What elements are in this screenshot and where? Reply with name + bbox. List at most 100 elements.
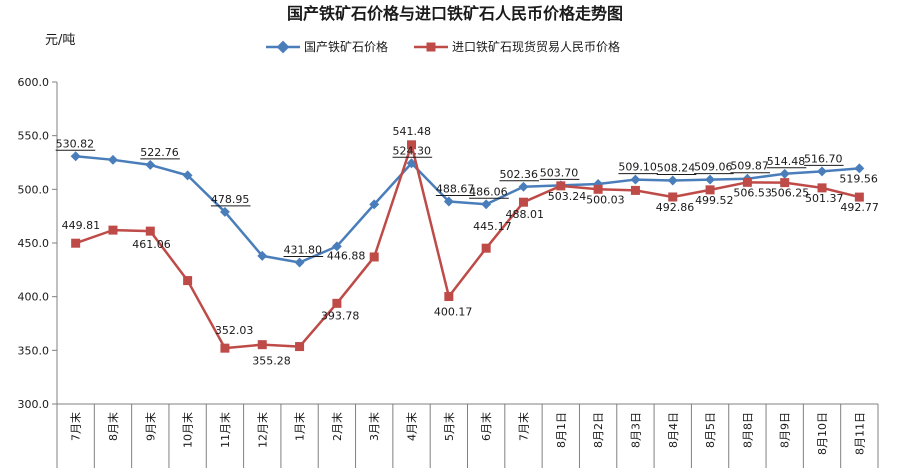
data-point-import <box>630 185 640 195</box>
data-label-domestic: 508.24 <box>657 161 696 174</box>
data-point-domestic <box>705 174 716 185</box>
data-point-domestic <box>331 241 342 252</box>
data-point-import <box>518 197 528 207</box>
x-tick-label: 8月10日 <box>816 412 829 455</box>
data-point-domestic <box>481 199 492 210</box>
data-label-domestic: 524.30 <box>393 144 432 157</box>
x-tick-label: 3月末 <box>367 412 381 441</box>
data-point-import <box>220 343 230 353</box>
data-point-import <box>332 298 342 308</box>
data-point-domestic <box>443 196 454 207</box>
x-tick-label: 8月末 <box>106 412 120 441</box>
data-label-domestic: 516.70 <box>804 152 843 165</box>
series-layer <box>70 140 865 353</box>
data-label-import: 400.17 <box>434 305 473 318</box>
y-tick-label: 450.0 <box>18 237 50 250</box>
data-label-import: 506.25 <box>771 187 810 200</box>
data-label-domestic: 514.48 <box>767 155 806 168</box>
y-tick-label: 350.0 <box>18 344 50 357</box>
y-tick-label: 500.0 <box>18 183 50 196</box>
data-label-import: 352.03 <box>215 324 254 337</box>
data-label-import: 499.52 <box>695 194 734 207</box>
data-label-import: 501.37 <box>805 192 844 205</box>
x-tick-label: 8月9日 <box>779 412 792 448</box>
data-point-import <box>481 243 491 253</box>
data-label-import: 449.81 <box>62 219 100 232</box>
data-label-domestic: 488.67 <box>436 182 475 195</box>
data-point-import <box>71 238 81 248</box>
y-tick-label: 300.0 <box>18 398 50 411</box>
data-point-domestic <box>145 159 156 170</box>
y-axis-unit: 元/吨 <box>45 33 75 48</box>
data-label-domestic: 519.56 <box>839 172 878 185</box>
data-label-import: 355.28 <box>252 355 291 368</box>
data-label-domestic: 509.06 <box>694 161 733 174</box>
x-tick-label: 4月末 <box>405 412 419 441</box>
x-tick-label: 8月3日 <box>629 412 642 448</box>
data-label-domestic: 478.95 <box>211 193 250 206</box>
data-point-import <box>556 181 566 191</box>
legend-label-domestic: 国产铁矿石价格 <box>304 39 388 54</box>
data-point-import <box>145 226 155 236</box>
data-point-domestic <box>779 168 790 179</box>
legend: 国产铁矿石价格 进口铁矿石现货贸易人民币价格 <box>266 39 620 54</box>
data-point-import <box>108 225 118 235</box>
data-point-import <box>780 178 790 188</box>
x-tick-label: 10月末 <box>181 412 195 448</box>
data-point-import <box>295 342 305 352</box>
data-label-import: 461.06 <box>132 238 171 251</box>
data-label-domestic: 486.06 <box>469 185 508 198</box>
data-point-domestic <box>406 158 417 169</box>
data-point-import <box>817 183 827 193</box>
x-tick-label: 8月4日 <box>667 412 680 448</box>
data-label-import: 492.86 <box>656 201 695 214</box>
data-point-domestic <box>219 206 230 217</box>
data-label-domestic: 522.76 <box>140 146 179 159</box>
data-point-domestic <box>369 199 380 210</box>
data-label-import: 500.03 <box>586 193 625 206</box>
x-tick-label: 11月末 <box>218 412 232 448</box>
legend-label-import: 进口铁矿石现货贸易人民币价格 <box>452 39 620 54</box>
y-tick-label: 600.0 <box>18 76 50 89</box>
x-tick-label: 8月11日 <box>853 412 866 455</box>
x-tick-label: 5月末 <box>442 412 456 441</box>
data-label-import: 503.24 <box>548 190 587 203</box>
data-label-domestic: 530.82 <box>56 137 94 150</box>
data-point-domestic <box>667 175 678 186</box>
x-tick-label: 8月8日 <box>741 412 754 448</box>
data-point-domestic <box>817 166 827 177</box>
x-tick-label: 2月末 <box>330 412 344 441</box>
data-label-domestic: 509.87 <box>730 160 769 173</box>
data-point-domestic <box>630 174 641 185</box>
data-label-import: 488.01 <box>505 208 544 221</box>
data-point-import <box>369 252 379 262</box>
x-tick-label: 8月5日 <box>704 412 717 448</box>
data-label-import: 492.77 <box>840 201 879 214</box>
chart-title: 国产铁矿石价格与进口铁矿石人民币价格走势图 <box>287 4 623 23</box>
data-point-domestic <box>294 257 305 268</box>
data-point-domestic <box>257 250 268 261</box>
data-label-import: 541.48 <box>393 125 432 138</box>
legend-marker-domestic <box>276 40 290 54</box>
data-point-import <box>742 177 752 187</box>
x-tick-label: 6月末 <box>479 412 493 441</box>
x-tick-label: 8月1日 <box>555 412 568 448</box>
x-tick-label: 12月末 <box>255 412 269 448</box>
y-tick-label: 400.0 <box>18 291 50 304</box>
data-label-domestic: 509.10 <box>618 161 657 174</box>
x-tick-label: 7月末 <box>516 412 530 441</box>
x-tick-label: 7月末 <box>69 412 83 441</box>
data-label-domestic: 431.80 <box>284 244 323 257</box>
data-point-domestic <box>108 154 118 165</box>
data-point-import <box>705 185 715 195</box>
data-label-import: 445.17 <box>473 220 512 233</box>
series-line-import <box>75 143 860 350</box>
x-tick-label: 9月末 <box>143 412 157 441</box>
series-line-domestic <box>75 155 860 264</box>
data-point-domestic <box>70 151 81 162</box>
data-point-import <box>444 291 454 301</box>
data-point-import <box>593 184 603 194</box>
axes: 300.0 350.0 400.0 450.0 500.0 550.0 600.0 7月末 8月… <box>18 76 879 468</box>
data-point-import <box>854 192 864 202</box>
